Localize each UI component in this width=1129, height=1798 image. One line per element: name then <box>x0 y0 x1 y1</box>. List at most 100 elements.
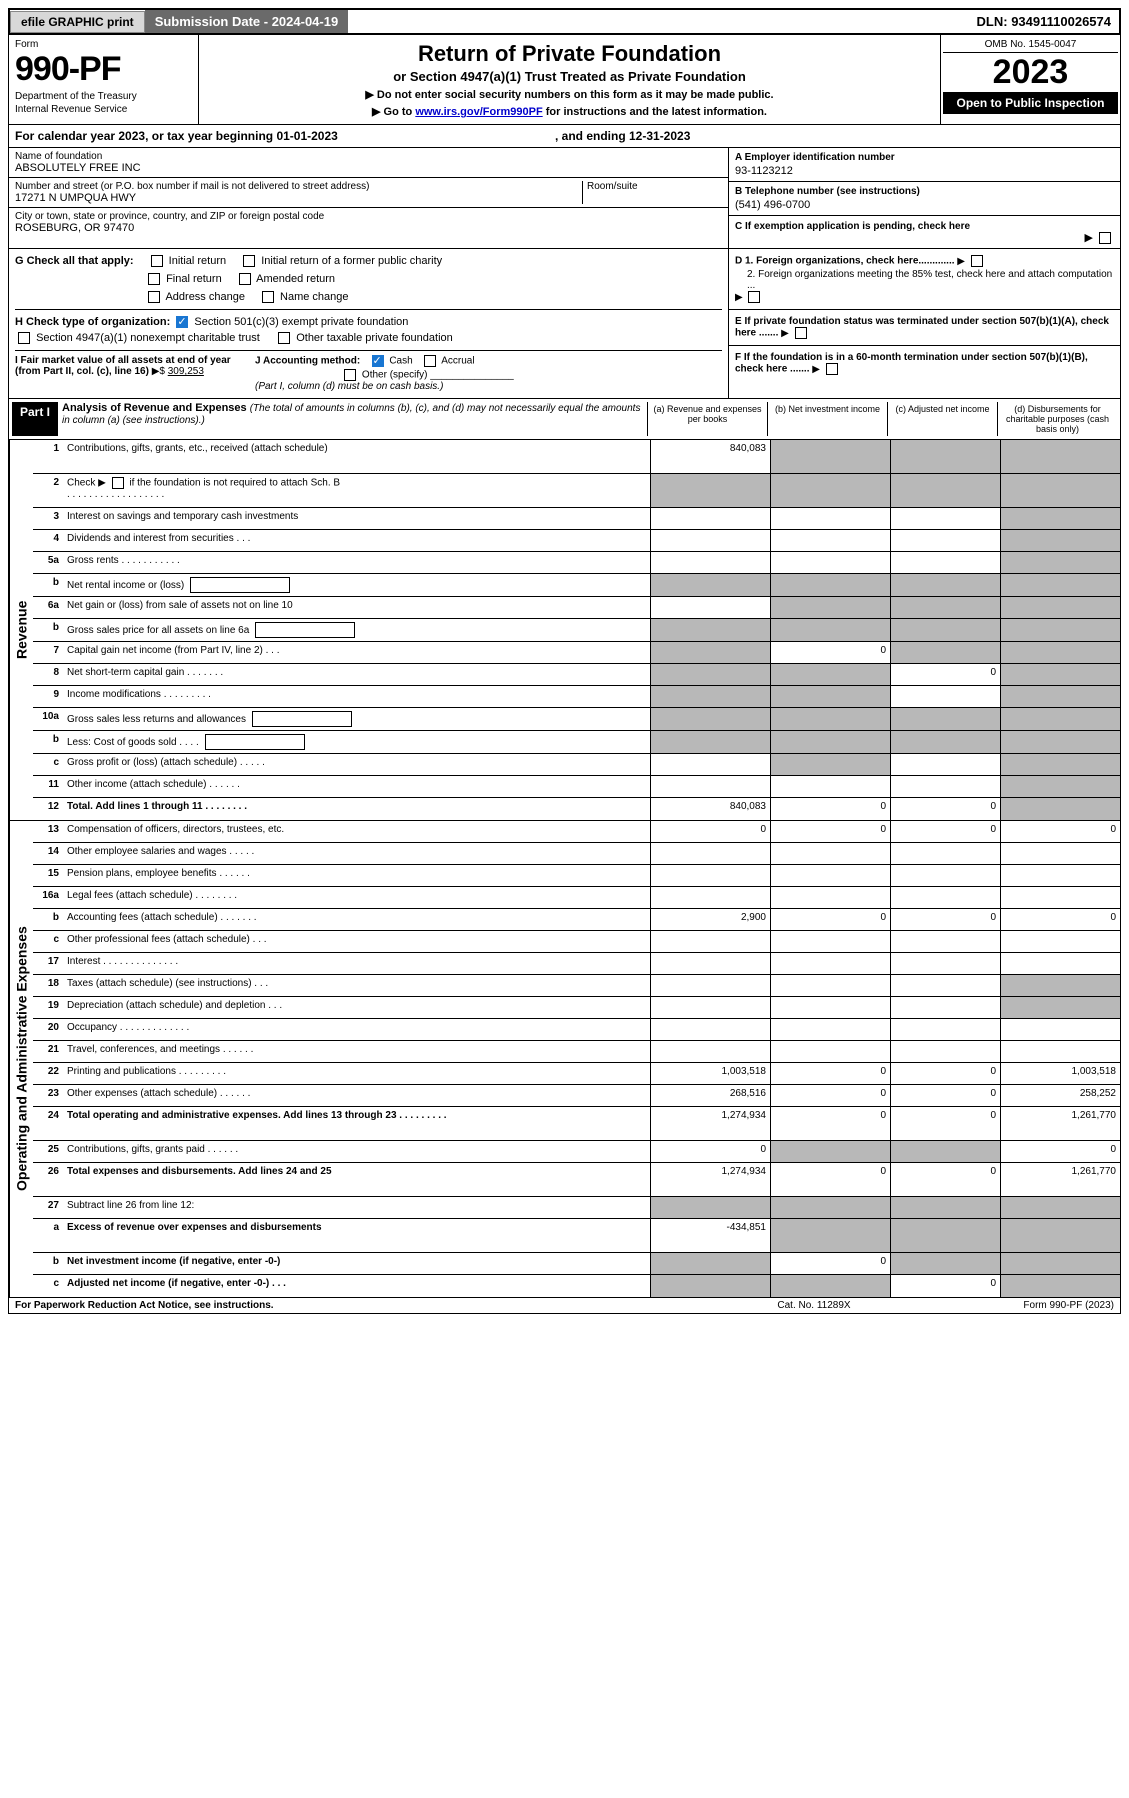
line-num: 23 <box>33 1085 63 1106</box>
cell-b: 0 <box>770 1253 890 1274</box>
j-accrual: Accrual <box>441 356 474 367</box>
cell-c <box>890 708 1000 730</box>
cell-b <box>770 997 890 1018</box>
cell-a <box>650 642 770 663</box>
initial-return-checkbox[interactable] <box>151 255 163 267</box>
line-num: 17 <box>33 953 63 974</box>
cell-a <box>650 574 770 596</box>
cell-b <box>770 708 890 730</box>
g-addr: Address change <box>165 291 245 303</box>
cell-a <box>650 1275 770 1297</box>
line-num: 4 <box>33 530 63 551</box>
other-method-checkbox[interactable] <box>344 369 356 381</box>
cash-checkbox[interactable] <box>372 355 384 367</box>
g-initial: Initial return <box>169 255 226 267</box>
efile-print-button[interactable]: efile GRAPHIC print <box>10 11 145 33</box>
line-desc: Gross sales less returns and allowances <box>63 708 650 730</box>
line-desc: Subtract line 26 from line 12: <box>63 1197 650 1218</box>
cell-a: 0 <box>650 821 770 842</box>
part1-title: Analysis of Revenue and Expenses <box>62 402 247 414</box>
cell-b <box>770 686 890 707</box>
line-desc: Gross profit or (loss) (attach schedule)… <box>63 754 650 775</box>
cell-b <box>770 843 890 864</box>
cell-b <box>770 953 890 974</box>
501c3-checkbox[interactable] <box>176 316 188 328</box>
cell-d <box>1000 664 1120 685</box>
cell-d <box>1000 731 1120 753</box>
line-num: b <box>33 731 63 753</box>
cell-b <box>770 619 890 641</box>
cell-d <box>1000 975 1120 996</box>
paperwork-notice: For Paperwork Reduction Act Notice, see … <box>15 1300 714 1311</box>
line-num: 25 <box>33 1141 63 1162</box>
address: 17271 N UMPQUA HWY <box>15 192 582 204</box>
form-link[interactable]: www.irs.gov/Form990PF <box>415 106 542 118</box>
cell-b: 0 <box>770 821 890 842</box>
line-desc: Other professional fees (attach schedule… <box>63 931 650 952</box>
col-c-header: (c) Adjusted net income <box>887 402 997 436</box>
cell-b <box>770 1141 890 1162</box>
form-label: Form <box>15 39 192 50</box>
cell-d <box>1000 776 1120 797</box>
cell-a: 0 <box>650 1141 770 1162</box>
e-checkbox[interactable] <box>795 327 807 339</box>
fmv-value: 309,253 <box>168 366 204 377</box>
cell-d <box>1000 1219 1120 1252</box>
address-change-checkbox[interactable] <box>148 291 160 303</box>
cell-c <box>890 931 1000 952</box>
ein-label: A Employer identification number <box>735 152 1114 163</box>
cell-a <box>650 776 770 797</box>
cell-c <box>890 619 1000 641</box>
cell-d <box>1000 619 1120 641</box>
line-num: b <box>33 1253 63 1274</box>
line-desc: Gross sales price for all assets on line… <box>63 619 650 641</box>
line-num: 10a <box>33 708 63 730</box>
final-return-checkbox[interactable] <box>148 273 160 285</box>
submission-date: Submission Date - 2024-04-19 <box>145 10 349 33</box>
g-initial-former: Initial return of a former public charit… <box>261 255 442 267</box>
cell-d: 258,252 <box>1000 1085 1120 1106</box>
cell-a <box>650 1019 770 1040</box>
inline-input <box>255 622 355 638</box>
cell-c <box>890 552 1000 573</box>
expenses-table: Operating and Administrative Expenses 13… <box>8 821 1121 1298</box>
line-num: 22 <box>33 1063 63 1084</box>
cell-a: 840,083 <box>650 798 770 820</box>
line-desc: Check ▶ if the foundation is not require… <box>63 474 650 507</box>
cell-c: 0 <box>890 1107 1000 1140</box>
cell-b <box>770 474 890 507</box>
cal-begin: For calendar year 2023, or tax year begi… <box>15 129 555 143</box>
room-suite-label: Room/suite <box>582 181 722 204</box>
line-desc: Total. Add lines 1 through 11 . . . . . … <box>63 798 650 820</box>
h-4947: Section 4947(a)(1) nonexempt charitable … <box>36 332 260 344</box>
d2-checkbox[interactable] <box>748 291 760 303</box>
cell-b: 0 <box>770 1063 890 1084</box>
other-taxable-checkbox[interactable] <box>278 332 290 344</box>
line-desc: Income modifications . . . . . . . . . <box>63 686 650 707</box>
cell-c <box>890 642 1000 663</box>
cell-d <box>1000 843 1120 864</box>
line-num: 26 <box>33 1163 63 1196</box>
line-desc: Interest . . . . . . . . . . . . . . <box>63 953 650 974</box>
initial-former-checkbox[interactable] <box>243 255 255 267</box>
4947-checkbox[interactable] <box>18 332 30 344</box>
sch-b-checkbox[interactable] <box>112 477 124 489</box>
cell-c <box>890 1141 1000 1162</box>
line-num: 13 <box>33 821 63 842</box>
g-label: G Check all that apply: <box>15 255 134 267</box>
d1-checkbox[interactable] <box>971 255 983 267</box>
irs-label: Internal Revenue Service <box>15 104 192 115</box>
cell-a <box>650 1253 770 1274</box>
cell-a <box>650 865 770 886</box>
cell-c: 0 <box>890 909 1000 930</box>
name-change-checkbox[interactable] <box>262 291 274 303</box>
d1-label: D 1. Foreign organizations, check here..… <box>735 256 955 267</box>
cell-c: 0 <box>890 1085 1000 1106</box>
f-checkbox[interactable] <box>826 363 838 375</box>
line-desc: Occupancy . . . . . . . . . . . . . <box>63 1019 650 1040</box>
accrual-checkbox[interactable] <box>424 355 436 367</box>
exemption-checkbox[interactable] <box>1099 232 1111 244</box>
cell-c: 0 <box>890 1163 1000 1196</box>
amended-return-checkbox[interactable] <box>239 273 251 285</box>
line-num: 21 <box>33 1041 63 1062</box>
